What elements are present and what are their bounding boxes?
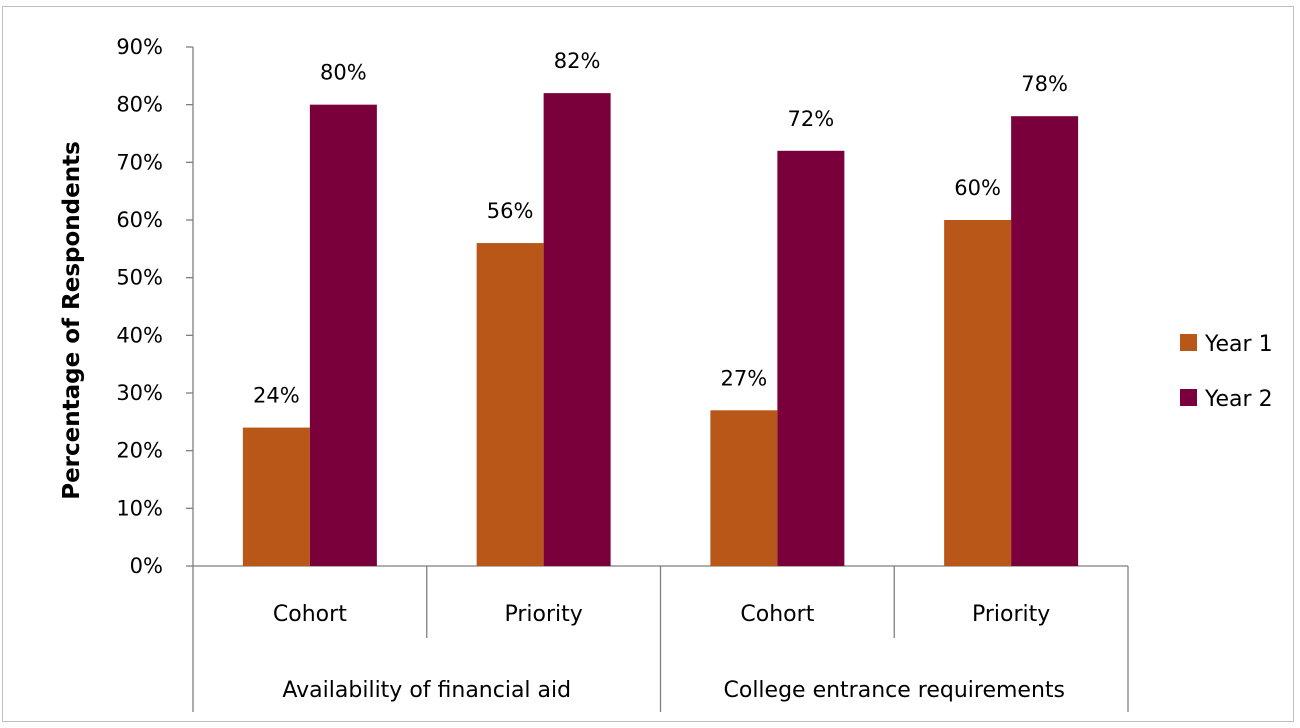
bar-year-1: [944, 220, 1012, 566]
y-tick-label: 10%: [116, 496, 163, 520]
chart-frame: [2, 6, 1294, 722]
data-label: 72%: [788, 107, 835, 131]
legend-label: Year 2: [1204, 387, 1273, 412]
y-tick-label: 30%: [116, 381, 163, 405]
data-label: 24%: [253, 384, 300, 408]
y-tick-label: 50%: [116, 266, 163, 290]
data-label: 82%: [554, 49, 601, 73]
bar-year-2: [777, 150, 845, 567]
y-tick-label: 70%: [116, 150, 163, 174]
y-axis-title: Percentage of Respondents: [59, 141, 85, 500]
bar-year-2: [1011, 116, 1079, 566]
legend-swatch: [1180, 334, 1197, 351]
y-tick-label: 0%: [130, 554, 163, 578]
bar-year-2: [543, 93, 611, 566]
y-tick-label: 90%: [116, 35, 163, 59]
category-label: Cohort: [273, 602, 347, 627]
category-label: Cohort: [740, 602, 814, 627]
bar-year-1: [476, 243, 544, 567]
data-label: 78%: [1021, 72, 1068, 96]
data-label: 80%: [320, 61, 367, 85]
y-tick-label: 20%: [116, 439, 163, 463]
group-label: College entrance requirements: [724, 678, 1065, 703]
y-tick-label: 40%: [116, 323, 163, 347]
legend-swatch: [1180, 389, 1197, 406]
category-label: Priority: [504, 602, 582, 627]
y-tick-label: 80%: [116, 93, 163, 117]
bar-year-1: [242, 427, 310, 566]
category-label: Priority: [972, 602, 1050, 627]
legend-label: Year 1: [1204, 332, 1273, 357]
data-label: 60%: [954, 176, 1001, 200]
bar-year-1: [710, 410, 778, 566]
bar-year-2: [309, 104, 377, 567]
data-label: 56%: [487, 199, 534, 223]
y-tick-label: 60%: [116, 208, 163, 232]
group-label: Availability of financial aid: [282, 678, 571, 703]
data-label: 27%: [721, 366, 768, 390]
